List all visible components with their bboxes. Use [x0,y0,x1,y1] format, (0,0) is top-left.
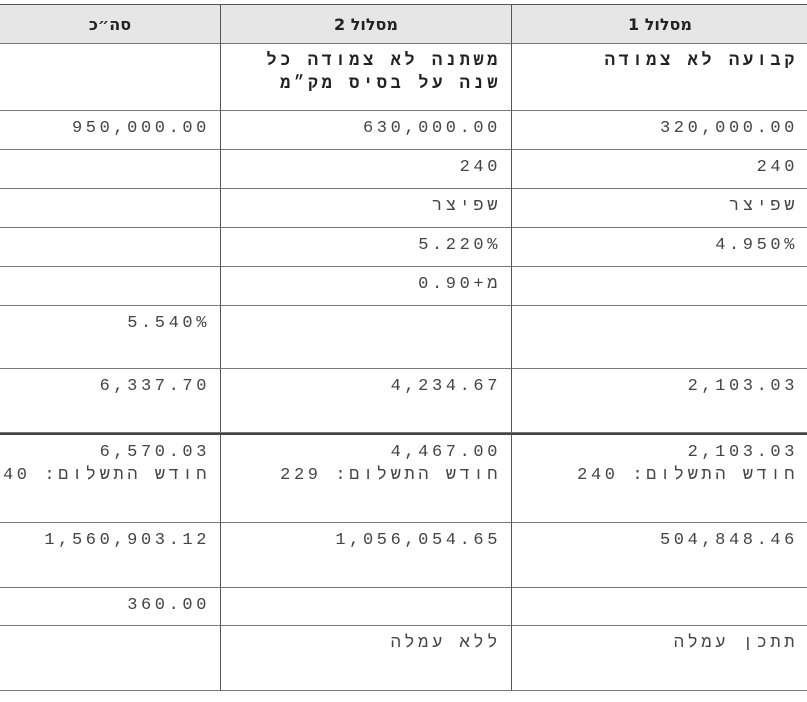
header-cell: מסלול 1 [512,4,807,44]
cell-text: 240 [756,158,798,177]
cell-text: 504,848.46 [659,531,798,550]
header-cell: מסלול 2 [221,4,512,44]
cell-content: מ+0.90 [418,273,505,296]
cell-content: 360.00 [127,594,214,617]
cell-text: 2,103.03 [687,377,798,396]
cell-text: קבועה לא צמודה [604,52,798,71]
cell-text: מ+0.90 [418,275,501,294]
cell-text: ללא עמלה [390,634,501,653]
cell-text: 320,000.00 [659,119,798,138]
cell-text: 360.00 [127,596,210,615]
cell-text: שפיצר [728,197,798,216]
cell-content: 1,560,903.12 [44,529,214,552]
cell-text: משתנה לא צמודה כל [266,52,501,71]
table-cell: 630,000.00 [221,111,512,150]
cell-text: 5.540% [127,314,210,333]
cell-content: ללא עמלה [391,632,505,655]
cell-text: שפיצר [431,197,501,216]
cell-text: 4.950% [715,236,798,255]
cell-content: 4,467.00 חודש התשלום: 229 [280,441,505,487]
table-cell [221,588,512,626]
table-cell: 950,000.00 [0,111,221,150]
table-cell: 4,234.67 [221,369,512,433]
table-cell: תתכן עמלה [512,626,807,691]
cell-text: 4,467.00 [390,443,501,462]
cell-content: שפיצר [432,195,505,218]
cell-content: 630,000.00 [363,117,505,140]
cell-content: 4.950% [715,234,802,257]
table-cell: 504,848.46 [512,523,807,588]
table-cell [512,267,807,306]
table-cell [0,228,221,267]
cell-content: 4,234.67 [391,375,505,398]
cell-content: 240 [757,156,802,179]
cell-text: 630,000.00 [362,119,501,138]
cell-text: חודש התשלום: 240 [577,466,798,485]
cell-text: 5.220% [418,236,501,255]
table-cell: 320,000.00 [512,111,807,150]
cell-content: 950,000.00 [72,117,214,140]
table-cell: קבועה לא צמודה [512,44,807,111]
header-cell: סה״כ [0,4,221,44]
cell-text: חודש התשלום: 240 [0,466,210,485]
cell-content: שפיצר [729,195,802,218]
table-cell: 360.00 [0,588,221,626]
table-cell [0,267,221,306]
cell-content: 5.540% [127,312,214,335]
table-cell: 5.540% [0,306,221,369]
cell-content: משתנה לא צמודה כל שנה על בסיס מק״מ [266,50,505,96]
cell-text: 240 [459,158,501,177]
cell-text: תתכן עמלה [673,634,798,653]
table-cell [0,150,221,189]
cell-content: 6,337.70 [100,375,214,398]
cell-text: 1,560,903.12 [44,531,210,550]
table-cell: 6,570.03 חודש התשלום: 240 [0,433,221,523]
cell-text: 950,000.00 [71,119,210,138]
cell-content: 504,848.46 [660,529,802,552]
cell-content: 240 [460,156,505,179]
table-cell: שפיצר [221,189,512,228]
cell-content: תתכן עמלה [674,632,802,655]
table-cell [512,306,807,369]
cell-text: 2,103.03 [687,443,798,462]
table-cell [0,626,221,691]
table-cell: משתנה לא צמודה כל שנה על בסיס מק״מ [221,44,512,111]
cell-content: 5.220% [418,234,505,257]
table-cell [221,306,512,369]
table-cell [512,588,807,626]
cell-text: 6,570.03 [99,443,210,462]
cell-content: 320,000.00 [660,117,802,140]
cell-text: שנה על בסיס מק״מ [280,75,501,94]
cell-content: 1,056,054.65 [335,529,505,552]
cell-content: 2,103.03 חודש התשלום: 240 [577,441,802,487]
table-cell: שפיצר [512,189,807,228]
table-cell: 2,103.03 [512,369,807,433]
table-cell [0,44,221,111]
cell-text: 1,056,054.65 [335,531,501,550]
table-cell: ללא עמלה [221,626,512,691]
table-cell: מ+0.90 [221,267,512,306]
cell-text: חודש התשלום: 229 [280,466,501,485]
table-cell: 240 [512,150,807,189]
cell-text: 6,337.70 [99,377,210,396]
table-cell: 4.950% [512,228,807,267]
table-cell: 240 [221,150,512,189]
table-cell [0,189,221,228]
cell-content: קבועה לא צמודה [605,50,802,73]
table-cell: 4,467.00 חודש התשלום: 229 [221,433,512,523]
table-cell: 2,103.03 חודש התשלום: 240 [512,433,807,523]
table-cell: 1,560,903.12 [0,523,221,588]
cell-text: 4,234.67 [390,377,501,396]
table-cell: 1,056,054.65 [221,523,512,588]
cell-content: 2,103.03 [688,375,802,398]
cell-content: 6,570.03 חודש התשלום: 240 [0,441,214,487]
table-cell: 6,337.70 [0,369,221,433]
table-cell: 5.220% [221,228,512,267]
